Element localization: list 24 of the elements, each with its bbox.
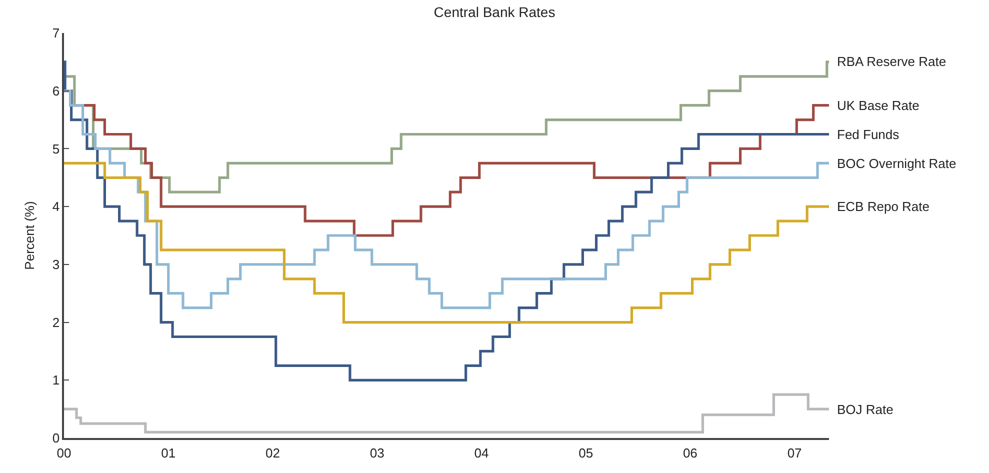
series-label: BOC Overnight Rate bbox=[837, 156, 956, 171]
x-tick-label: 00 bbox=[56, 446, 72, 461]
y-tick-label: 2 bbox=[52, 314, 60, 330]
x-tick-label: 02 bbox=[265, 446, 280, 461]
y-tick-label: 4 bbox=[52, 199, 60, 214]
y-tick-label: 6 bbox=[52, 83, 60, 98]
series-label: UK Base Rate bbox=[837, 98, 920, 113]
series-label: ECB Repo Rate bbox=[837, 199, 930, 214]
y-axis-title: Percent (%) bbox=[22, 201, 37, 270]
y-tick-label: 7 bbox=[52, 26, 60, 41]
y-tick-label: 3 bbox=[52, 256, 60, 272]
x-tick-label: 07 bbox=[787, 446, 802, 461]
y-tick-label: 5 bbox=[52, 141, 60, 156]
y-tick-label: 0 bbox=[52, 430, 60, 446]
y-tick-label: 1 bbox=[52, 372, 60, 388]
x-tick-label: 03 bbox=[370, 446, 384, 461]
x-tick-label: 06 bbox=[682, 446, 698, 461]
x-tick-label: 05 bbox=[578, 446, 594, 461]
series-label: Fed Funds bbox=[837, 127, 900, 142]
series-label: BOJ Rate bbox=[837, 402, 894, 417]
series-label: RBA Reserve Rate bbox=[837, 54, 946, 69]
x-tick-label: 04 bbox=[474, 446, 489, 461]
chart-title: Central Bank Rates bbox=[434, 4, 556, 20]
x-tick-label: 01 bbox=[161, 446, 176, 461]
